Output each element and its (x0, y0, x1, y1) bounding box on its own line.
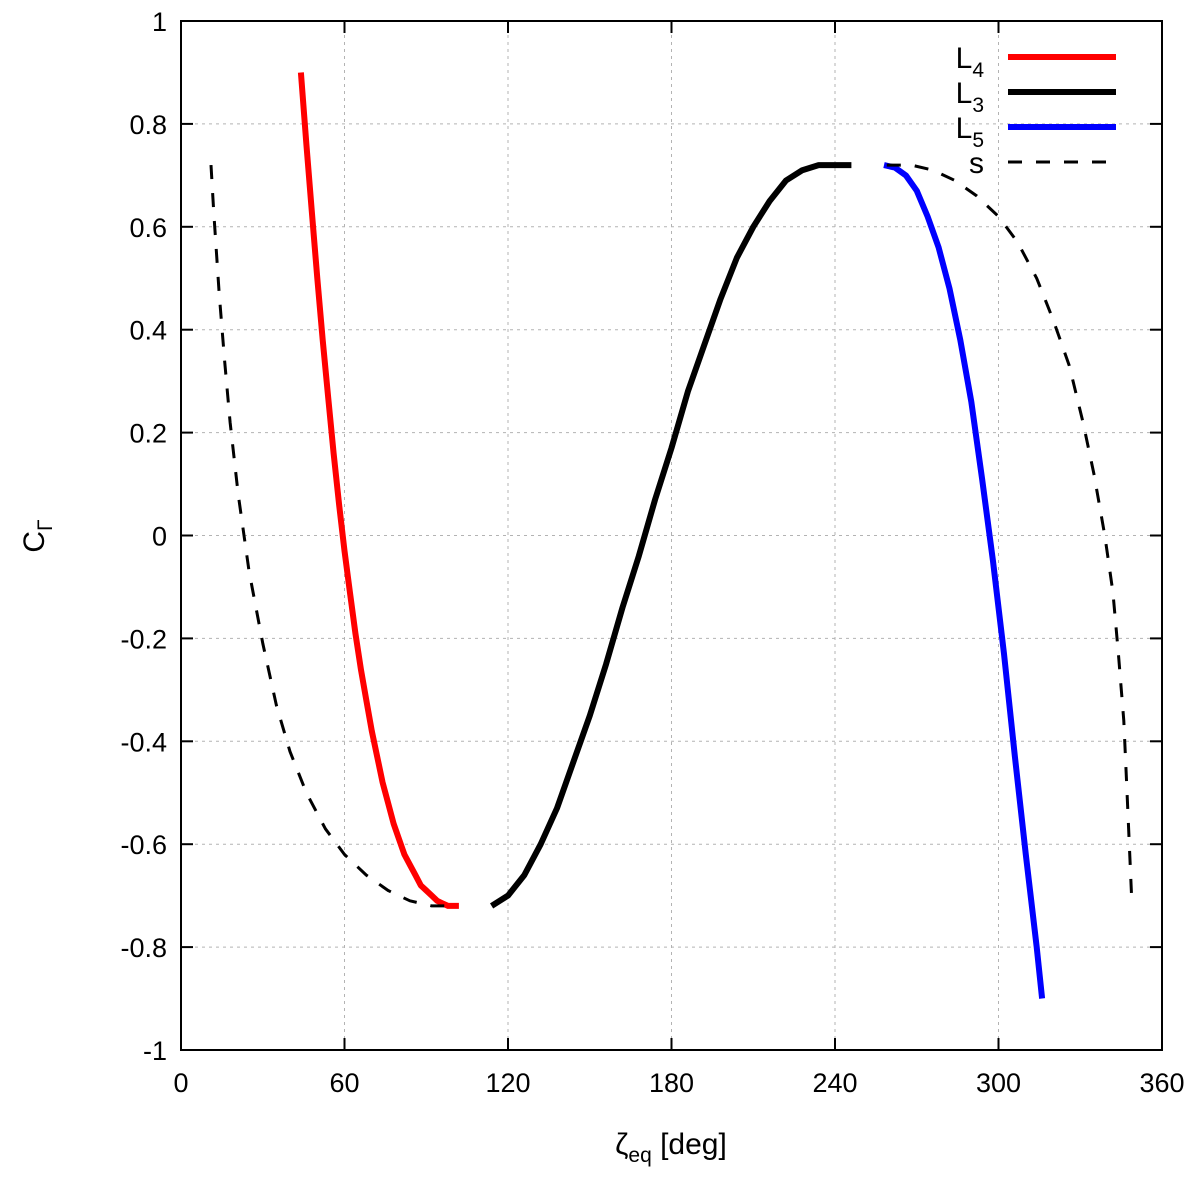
y-tick-label: -0.6 (120, 830, 167, 860)
y-tick-label: -0.2 (120, 624, 167, 654)
y-tick-label: 0.6 (129, 213, 167, 243)
y-tick-label: -0.4 (120, 727, 167, 757)
series-line-L5 (883, 162, 1046, 999)
legend-label-sub: 3 (972, 94, 984, 117)
series-line-L4 (297, 72, 459, 909)
series-line-L3 (490, 162, 852, 909)
y-axis-label-sub: Γ (34, 519, 57, 531)
legend-label-sub: 4 (972, 59, 984, 82)
y-tick-label: 0.8 (129, 110, 167, 140)
x-axis-label-rest: [deg] (652, 1128, 727, 1161)
x-axis-label-sub: eq (628, 1144, 651, 1167)
series-layer (209, 72, 1134, 999)
x-tick-label: 300 (976, 1068, 1021, 1098)
legend-label-main: L (956, 77, 973, 110)
y-tick-label: 1 (152, 7, 167, 37)
legend-label-main: L (956, 42, 973, 75)
y-axis-label: CΓ (18, 519, 57, 552)
x-tick-label: 180 (649, 1068, 694, 1098)
y-axis-label-main: C (18, 531, 51, 553)
y-tick-label: -1 (143, 1036, 167, 1066)
y-tick-label: 0.2 (129, 419, 167, 449)
legend-label-s: s (969, 147, 984, 180)
legend-label-L3: L3 (956, 77, 984, 117)
series-line-s (209, 165, 457, 908)
x-tick-label: 0 (173, 1068, 188, 1098)
legend-label-main: L (956, 112, 973, 145)
x-tick-label: 60 (329, 1068, 359, 1098)
legend-label-main: s (969, 147, 984, 180)
y-tick-label: 0 (152, 522, 167, 552)
x-axis-label: ζeq [deg] (615, 1128, 727, 1167)
y-tick-label: 0.4 (129, 316, 167, 346)
x-tick-label: 120 (485, 1068, 530, 1098)
x-tick-label: 360 (1139, 1068, 1184, 1098)
legend-label-L5: L5 (956, 112, 984, 152)
x-axis-label-main: ζ (615, 1128, 628, 1161)
series-line-s2 (886, 163, 1134, 906)
ticks: 0 60 120 180 240 300 360 -1 -0.8 -0.6 -0.4 -0.2 0 0.2… (120, 7, 1184, 1098)
x-tick-label: 240 (812, 1068, 857, 1098)
grid (181, 21, 1162, 1050)
legend-label-sub: 5 (972, 129, 984, 152)
legend-label-L4: L4 (956, 42, 985, 82)
y-tick-label: -0.8 (120, 933, 167, 963)
